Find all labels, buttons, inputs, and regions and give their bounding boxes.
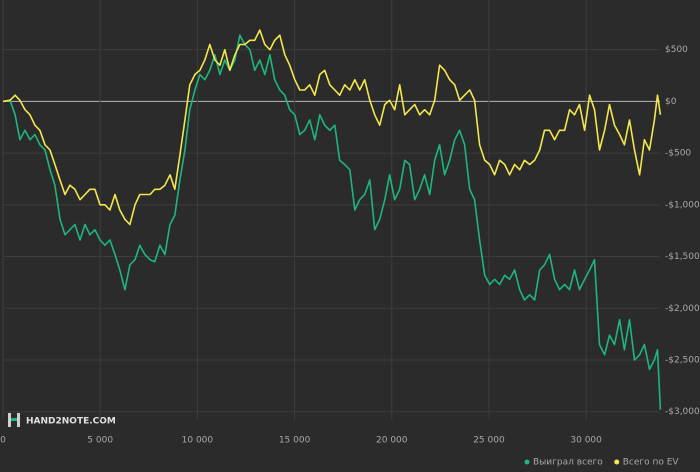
- x-tick-label: 0: [0, 436, 6, 446]
- y-tick-label: -$500: [665, 149, 691, 159]
- y-tick-label: -$2,000: [665, 304, 700, 314]
- x-tick-label: 30 000: [570, 436, 602, 446]
- y-tick-label: -$2,500: [665, 356, 700, 366]
- legend-marker: [524, 459, 530, 465]
- x-tick-label: 25 000: [473, 436, 505, 446]
- y-tick-label: $0: [665, 97, 677, 107]
- y-tick-label: -$1,500: [665, 252, 700, 262]
- legend: Выиграл всего Всего по EV: [524, 458, 680, 468]
- x-tick-label: 15 000: [279, 436, 311, 446]
- y-tick-label: -$3,000: [665, 407, 700, 417]
- x-tick-label: 20 000: [376, 436, 408, 446]
- watermark-logo: [8, 413, 20, 427]
- legend-label: Всего по EV: [623, 458, 680, 468]
- x-tick-label: 5 000: [87, 436, 113, 446]
- legend-label: Выиграл всего: [533, 458, 603, 468]
- y-tick-label: -$1,000: [665, 200, 700, 210]
- legend-marker: [614, 459, 620, 465]
- x-tick-label: 10 000: [182, 436, 214, 446]
- watermark: HAND2NOTE.COM: [26, 417, 116, 427]
- series-line: [2, 34, 662, 410]
- y-tick-label: $500: [665, 45, 688, 55]
- series-line: [2, 29, 662, 226]
